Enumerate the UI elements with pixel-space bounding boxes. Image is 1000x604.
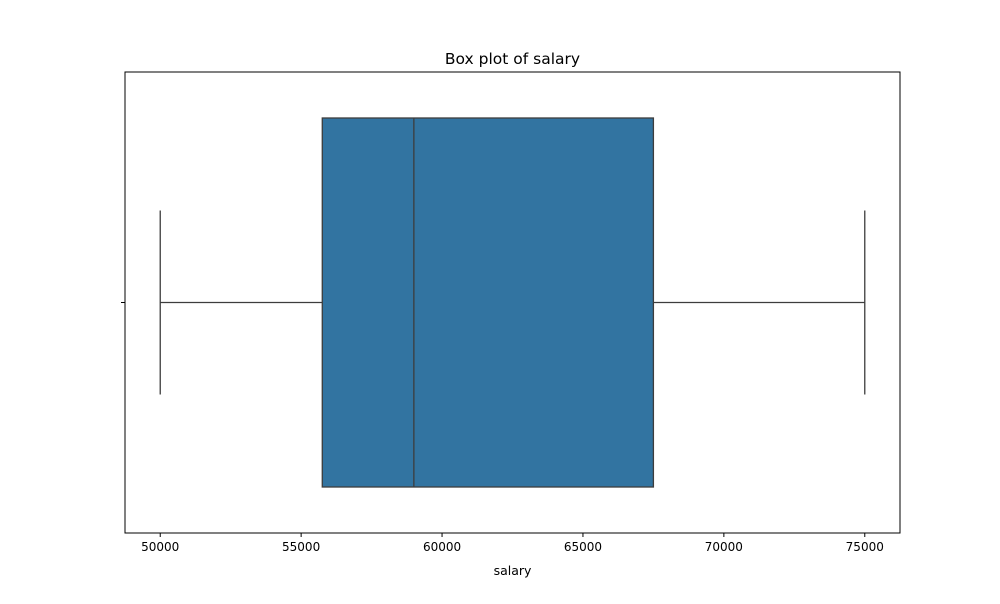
chart-title: Box plot of salary (445, 50, 580, 68)
box-series-0 (159, 117, 866, 488)
x-tick-label: 50000 (141, 540, 179, 554)
x-axis-label: salary (494, 563, 532, 578)
x-tick-label: 70000 (705, 540, 743, 554)
plot-area (124, 71, 901, 534)
interquartile-box (321, 117, 655, 488)
x-tick-label: 75000 (846, 540, 884, 554)
x-axis: 50000 55000 60000 65000 70000 75000 (121, 302, 884, 554)
x-tick-label: 65000 (564, 540, 602, 554)
x-tick-label: 60000 (423, 540, 461, 554)
x-tick-label: 55000 (282, 540, 320, 554)
